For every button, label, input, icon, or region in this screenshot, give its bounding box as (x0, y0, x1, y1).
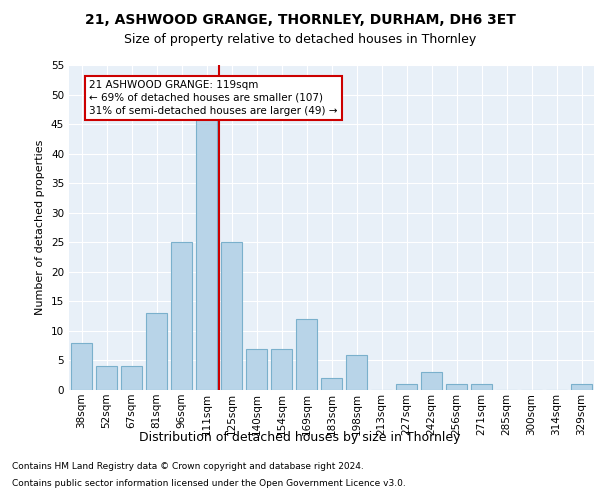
Bar (321, 378, 342, 390)
Bar (171, 242, 192, 390)
Text: Size of property relative to detached houses in Thornley: Size of property relative to detached ho… (124, 32, 476, 46)
Bar (221, 242, 242, 390)
Bar (271, 348, 292, 390)
Bar (421, 372, 442, 390)
Bar (146, 313, 167, 390)
Y-axis label: Number of detached properties: Number of detached properties (35, 140, 46, 315)
Bar (346, 354, 367, 390)
Bar (396, 384, 417, 390)
Bar (246, 348, 267, 390)
Bar (471, 384, 492, 390)
Bar (121, 366, 142, 390)
Text: Contains HM Land Registry data © Crown copyright and database right 2024.: Contains HM Land Registry data © Crown c… (12, 462, 364, 471)
Bar (571, 384, 592, 390)
Bar (296, 319, 317, 390)
Bar (96, 366, 117, 390)
Text: Distribution of detached houses by size in Thornley: Distribution of detached houses by size … (139, 431, 461, 444)
Text: 21 ASHWOOD GRANGE: 119sqm
← 69% of detached houses are smaller (107)
31% of semi: 21 ASHWOOD GRANGE: 119sqm ← 69% of detac… (89, 80, 337, 116)
Bar (71, 342, 92, 390)
Text: 21, ASHWOOD GRANGE, THORNLEY, DURHAM, DH6 3ET: 21, ASHWOOD GRANGE, THORNLEY, DURHAM, DH… (85, 12, 515, 26)
Bar (196, 118, 217, 390)
Text: Contains public sector information licensed under the Open Government Licence v3: Contains public sector information licen… (12, 478, 406, 488)
Bar (446, 384, 467, 390)
